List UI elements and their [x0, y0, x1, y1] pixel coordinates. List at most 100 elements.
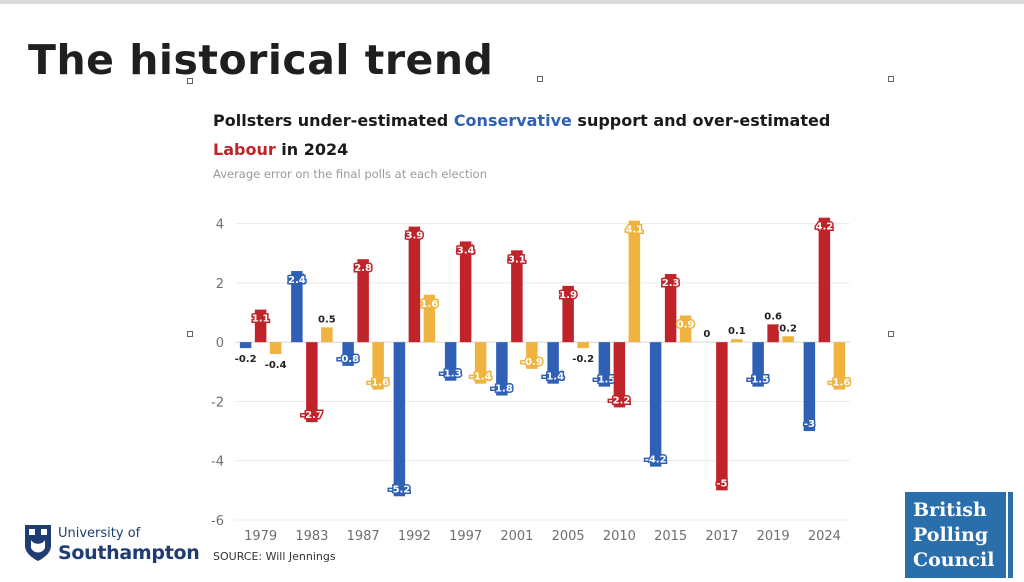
chart-title-prefix: Pollsters under-estimated: [213, 111, 454, 130]
bar-chart: 4 2 0 -2 -4 -6 1979 -0.2 1.1 -0.4 1983 2.4 -2.7 0.5 19…: [211, 217, 852, 544]
bar-lab-1983: [306, 342, 318, 423]
chart-source: SOURCE: Will Jennings: [213, 550, 336, 563]
bar-other-2005: [577, 342, 589, 349]
x-tick-label: 1997: [449, 529, 482, 544]
window-top-bar: [0, 0, 1024, 4]
data-label-other-2001: -0.9: [521, 357, 543, 368]
bar-con-1983: [291, 271, 303, 343]
x-tick-label: 1983: [295, 529, 328, 544]
selection-handle[interactable]: [888, 331, 894, 337]
bar-con-2010: [598, 342, 611, 387]
data-label-other-2015: 0.9: [677, 320, 695, 331]
y-tick-label: 0: [216, 336, 224, 351]
x-tick-label: 1987: [347, 529, 380, 544]
bar-lab-2019: [767, 324, 779, 343]
bar-lab-1979: [254, 309, 267, 343]
selection-handle[interactable]: [888, 76, 894, 82]
bar-other-2019: [782, 336, 794, 343]
data-label-lab-1997: 3.4: [457, 245, 475, 256]
data-label-other-1979: -0.4: [265, 360, 287, 371]
chart-subtitle: Average error on the final polls at each…: [213, 167, 487, 181]
data-label-con-2015: -4.2: [645, 455, 667, 466]
bar-lab-2005: [562, 285, 574, 343]
bar-con-1992: [393, 342, 406, 497]
data-label-lab-2005: 1.9: [559, 290, 577, 301]
selection-handle[interactable]: [537, 76, 543, 82]
x-tick-label: 2005: [552, 529, 585, 544]
bar-con-2005: [547, 342, 559, 384]
bar-other-1983: [321, 327, 333, 343]
bar-lab-2017: [716, 342, 728, 491]
data-label-con-2017: 0: [703, 329, 710, 340]
bar-con-2019: [752, 342, 764, 387]
slide-title: The historical trend: [28, 36, 494, 84]
bar-lab-1997: [459, 241, 472, 343]
bar-other-2017: [731, 339, 743, 343]
bar-lab-2010: [613, 342, 626, 408]
data-label-lab-1987: 2.8: [354, 263, 372, 274]
x-tick-label: 2001: [500, 529, 533, 544]
data-label-lab-1979: 1.1: [252, 314, 270, 325]
chart-title-suffix: in 2024: [275, 140, 349, 159]
bar-other-1992: [423, 294, 436, 343]
x-tick-label: 2017: [705, 529, 738, 544]
y-tick-label: 4: [216, 218, 224, 233]
bar-lab-1987: [357, 259, 369, 343]
data-label-con-1987: -0.8: [337, 354, 359, 365]
data-label-other-2005: -0.2: [572, 354, 594, 365]
y-tick-label: 2: [216, 277, 224, 292]
bar-con-2015: [649, 342, 662, 467]
chart-title-middle: support and over-estimated: [571, 111, 831, 130]
bar-lab-2024: [818, 217, 831, 343]
y-tick-label: -2: [211, 395, 224, 410]
data-label-lab-2010: -2.2: [608, 395, 630, 406]
chart-title-labour: Labour: [213, 140, 276, 159]
bpc-logo-line2: Polling: [913, 524, 989, 546]
university-logo-line2: Southampton: [58, 542, 200, 564]
data-label-lab-2019: 0.6: [764, 311, 782, 322]
bpc-logo-line3: Council: [913, 549, 995, 571]
data-label-lab-2015: 2.3: [662, 278, 680, 289]
data-label-other-2019: 0.2: [779, 323, 797, 334]
x-tick-label: 1992: [398, 529, 431, 544]
data-label-con-2001: -1.8: [491, 384, 513, 395]
x-tick-label: 2015: [654, 529, 687, 544]
data-label-con-2010: -1.5: [593, 375, 615, 386]
y-tick-label: -6: [211, 514, 224, 529]
selection-handle[interactable]: [187, 331, 193, 337]
british-polling-council-logo: British Polling Council: [905, 492, 1013, 578]
x-tick-label: 2024: [808, 529, 841, 544]
selection-handle[interactable]: [187, 78, 193, 84]
data-label-lab-2017: -5: [716, 478, 727, 489]
bar-lab-2015: [664, 274, 677, 343]
x-tick-label: 2019: [757, 529, 790, 544]
data-label-con-1983: 2.4: [288, 275, 306, 286]
data-label-other-1997: -1.4: [470, 372, 492, 383]
university-logo-line1: University of: [58, 526, 141, 541]
bar-other-2010: [628, 220, 641, 343]
bar-lab-2001: [511, 250, 523, 343]
data-label-con-1979: -0.2: [235, 354, 257, 365]
bar-other-1979: [269, 342, 282, 355]
data-label-lab-1983: -2.7: [301, 410, 323, 421]
bar-lab-1992: [408, 226, 421, 343]
chart-title-conservative: Conservative: [453, 111, 572, 130]
data-label-con-1992: -5.2: [388, 484, 410, 495]
data-label-other-1987: -1.6: [367, 378, 389, 389]
data-label-con-2024: -3: [804, 419, 815, 430]
data-label-other-1992: 1.6: [421, 299, 439, 310]
data-label-other-1983: 0.5: [318, 314, 336, 325]
data-label-con-1997: -1.3: [440, 369, 462, 380]
shield-icon: [25, 525, 51, 561]
bar-other-2024: [833, 342, 846, 390]
university-of-southampton-logo: University of Southampton: [24, 521, 204, 567]
data-label-con-2019: -1.5: [747, 375, 769, 386]
data-label-lab-2001: 3.1: [508, 254, 526, 265]
bar-con-1987: [342, 342, 354, 366]
bar-other-1997: [474, 342, 487, 384]
x-tick-label: 2010: [603, 529, 636, 544]
bar-other-2015: [679, 315, 692, 343]
data-label-lab-2024: 4.2: [816, 222, 834, 233]
chart-title: Pollsters under-estimated Conservative s…: [213, 106, 853, 164]
x-tick-label: 1979: [244, 529, 277, 544]
